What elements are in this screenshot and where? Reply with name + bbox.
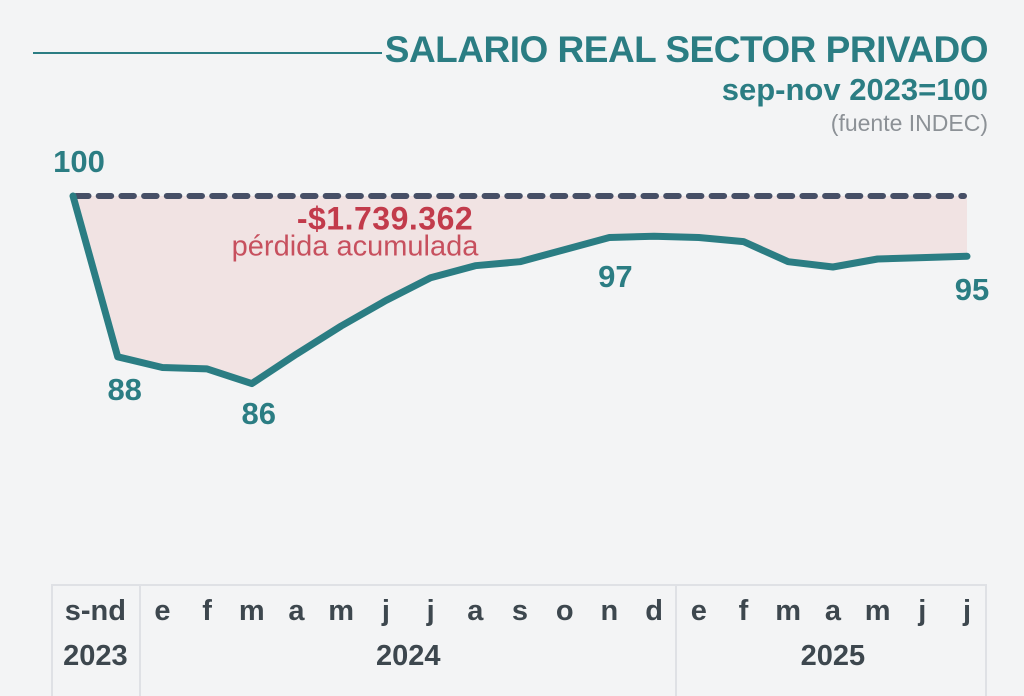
chart-source: (fuente INDEC) — [830, 110, 988, 136]
axis-month-label: j — [381, 595, 390, 627]
loss-shaded-area — [73, 196, 967, 384]
axis-divider — [985, 584, 987, 696]
axis-top-border — [52, 584, 986, 586]
axis-year-label: 2025 — [800, 640, 866, 672]
axis-month-label: a — [288, 595, 305, 627]
axis-month-label: m — [864, 595, 891, 627]
axis-month-label: j — [426, 595, 435, 627]
axis-month-label: m — [238, 595, 265, 627]
axis-month-label: j — [962, 595, 972, 627]
axis-month-label: n — [600, 595, 619, 627]
axis-month-label: s-nd — [64, 595, 126, 627]
axis-divider — [139, 584, 142, 696]
axis-month-label: e — [154, 595, 171, 627]
axis-year-label: 2023 — [63, 640, 128, 672]
axis-divider — [51, 584, 53, 696]
wage-line — [69, 192, 971, 388]
title-block: SALARIO REAL SECTOR PRIVADO sep-nov 2023… — [384, 28, 989, 136]
axis-month-label: f — [738, 595, 749, 627]
axis-month-label: m — [328, 595, 355, 627]
axis-month-label: o — [555, 595, 574, 627]
axis-year-label: 2024 — [375, 640, 441, 672]
axis-month-label: a — [467, 595, 484, 627]
title-accent-rule — [33, 52, 382, 54]
axis-divider — [675, 584, 678, 696]
axis-month-label: e — [690, 595, 707, 627]
chart-subtitle: sep-nov 2023=100 — [721, 72, 988, 107]
axis-month-label: s — [511, 595, 529, 627]
axis-month-label: j — [918, 595, 927, 627]
chart-title: SALARIO REAL SECTOR PRIVADO — [384, 29, 989, 70]
axis-month-label: a — [824, 595, 841, 627]
axis-month-label: d — [645, 595, 663, 627]
axis-month-label: f — [202, 595, 212, 627]
axis-month-label: m — [775, 595, 802, 627]
